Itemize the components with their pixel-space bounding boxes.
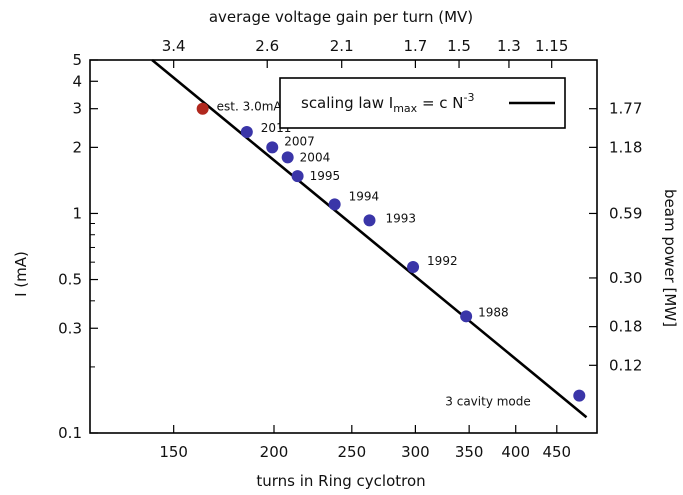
data-point-6 bbox=[363, 214, 376, 227]
x2-tick-label-1: 2.6 bbox=[255, 37, 279, 55]
legend-label: scaling law Imax = c N-3 bbox=[301, 91, 475, 115]
plot-frame bbox=[89, 59, 598, 434]
data-point-7 bbox=[407, 261, 420, 274]
y-tick-label-6: 4 bbox=[72, 72, 82, 90]
point-label-4: 1995 bbox=[310, 169, 341, 183]
y2-tick-label-4: 1.18 bbox=[609, 138, 642, 156]
x-tick-label-4: 350 bbox=[455, 443, 484, 461]
x2-tick-label-2: 2.1 bbox=[330, 37, 354, 55]
x2-tick-label-5: 1.3 bbox=[497, 37, 521, 55]
point-label-7: 1992 bbox=[427, 254, 458, 268]
y2-tick-label-3: 0.59 bbox=[609, 204, 642, 222]
axis-ticks bbox=[90, 59, 597, 434]
x-tick-label-1: 200 bbox=[260, 443, 289, 461]
data-point-9 bbox=[573, 389, 586, 402]
y-axis-title: I (mA) bbox=[12, 251, 30, 297]
point-labels: est. 3.0mA201120072004199519941993199219… bbox=[217, 100, 531, 409]
y2-tick-label-5: 1.77 bbox=[609, 100, 642, 118]
y2-tick-label-0: 0.12 bbox=[609, 356, 642, 374]
x-axis-title: turns in Ring cyclotron bbox=[256, 472, 425, 490]
x2-tick-label-0: 3.4 bbox=[162, 37, 186, 55]
x-tick-label-3: 300 bbox=[401, 443, 430, 461]
point-label-5: 1994 bbox=[349, 189, 380, 203]
x-tick-label-2: 250 bbox=[337, 443, 366, 461]
x-tick-label-0: 150 bbox=[159, 443, 188, 461]
top-axis-title: average voltage gain per turn (MV) bbox=[209, 8, 473, 26]
tick-labels: 150 200 250 300 350 400 450 0.1 0.3 0.5 1 2 3 4 5 3.4 2.… bbox=[58, 37, 642, 461]
data-points bbox=[196, 102, 586, 402]
point-label-6: 1993 bbox=[385, 211, 416, 225]
y-tick-label-5: 3 bbox=[72, 100, 82, 118]
x2-tick-label-3: 1.7 bbox=[403, 37, 427, 55]
point-label-0: est. 3.0mA bbox=[217, 100, 283, 114]
legend: scaling law Imax = c N-3 bbox=[279, 77, 566, 129]
x2-tick-label-4: 1.5 bbox=[447, 37, 471, 55]
data-point-8 bbox=[460, 310, 473, 323]
data-point-5 bbox=[328, 198, 341, 211]
point-label-3: 2004 bbox=[300, 150, 331, 164]
point-label-2: 2007 bbox=[284, 134, 315, 148]
y-tick-label-3: 1 bbox=[72, 204, 82, 222]
point-label-9: 3 cavity mode bbox=[445, 395, 531, 409]
y2-tick-label-2: 0.30 bbox=[609, 269, 642, 287]
x-tick-label-6: 450 bbox=[542, 443, 571, 461]
data-point-1 bbox=[240, 125, 253, 138]
y-tick-label-1: 0.3 bbox=[58, 319, 82, 337]
right-axis-title: beam power [MW] bbox=[661, 189, 679, 327]
point-label-8: 1988 bbox=[478, 305, 509, 319]
data-point-4 bbox=[291, 170, 304, 183]
data-point-2 bbox=[266, 141, 279, 154]
y-tick-label-0: 0.1 bbox=[58, 424, 82, 442]
y-tick-label-2: 0.5 bbox=[58, 271, 82, 289]
x2-tick-label-6: 1.15 bbox=[535, 37, 568, 55]
plot-area-border bbox=[89, 59, 598, 434]
fit-line-group bbox=[151, 58, 588, 419]
x-tick-label-5: 400 bbox=[501, 443, 530, 461]
fit-line bbox=[151, 58, 588, 419]
y-tick-label-7: 5 bbox=[72, 51, 82, 69]
y2-tick-label-1: 0.18 bbox=[609, 318, 642, 336]
data-point-3 bbox=[281, 151, 294, 164]
data-point-0 bbox=[196, 102, 209, 115]
y-tick-label-4: 2 bbox=[72, 138, 82, 156]
